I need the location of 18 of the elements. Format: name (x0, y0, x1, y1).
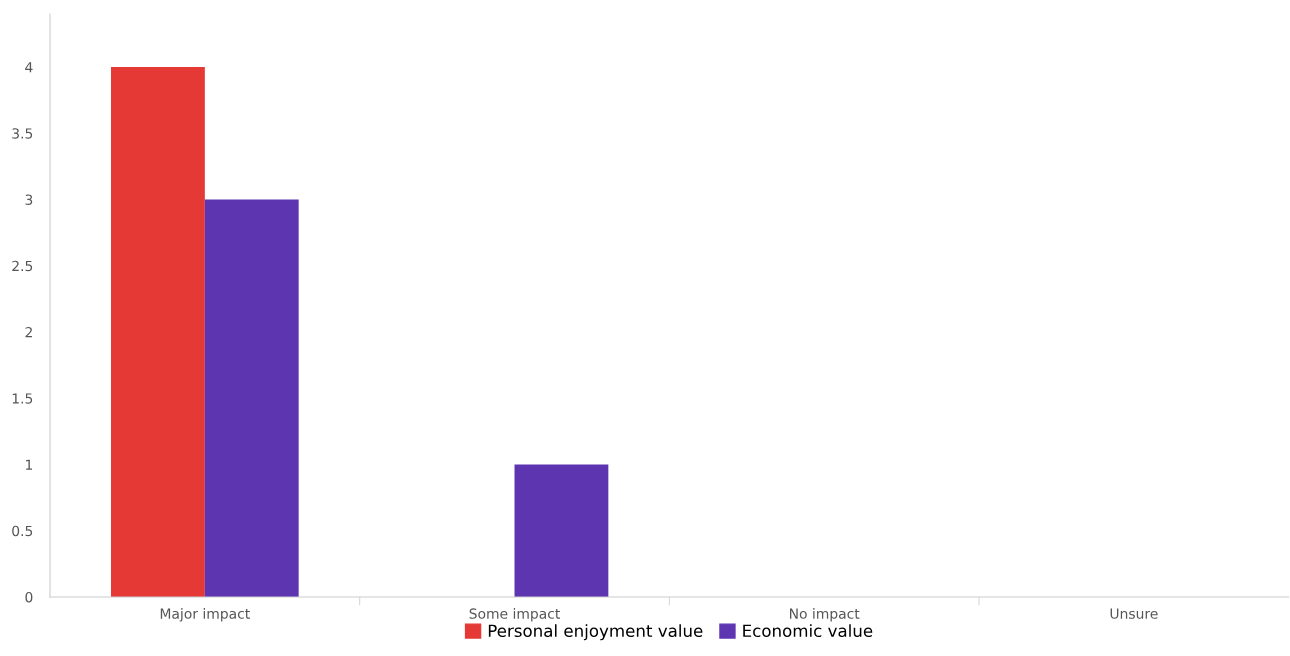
y-tick-label: 2.5 (12, 260, 33, 272)
bar (111, 67, 205, 597)
y-tick-label: 0 (25, 591, 33, 603)
x-tick-label: Major impact (160, 608, 250, 622)
bar (514, 464, 609, 597)
legend-label: Economic value (743, 624, 873, 638)
y-tick-label: 1.5 (12, 393, 33, 404)
legend-label: Personal enjoyment value (488, 624, 703, 641)
bar (204, 199, 299, 597)
y-tick-label: 3 (25, 194, 33, 205)
x-tick-label: Some impact (469, 608, 560, 622)
y-tick-label: 2 (25, 326, 32, 338)
y-tick-label: 4 (25, 62, 33, 73)
y-tick-label: 3.5 (12, 128, 33, 139)
y-tick-label: 0.5 (12, 525, 33, 537)
y-tick-label: 1 (26, 459, 33, 470)
x-tick-label: No impact (790, 608, 860, 622)
x-tick-label: Unsure (1110, 608, 1158, 619)
